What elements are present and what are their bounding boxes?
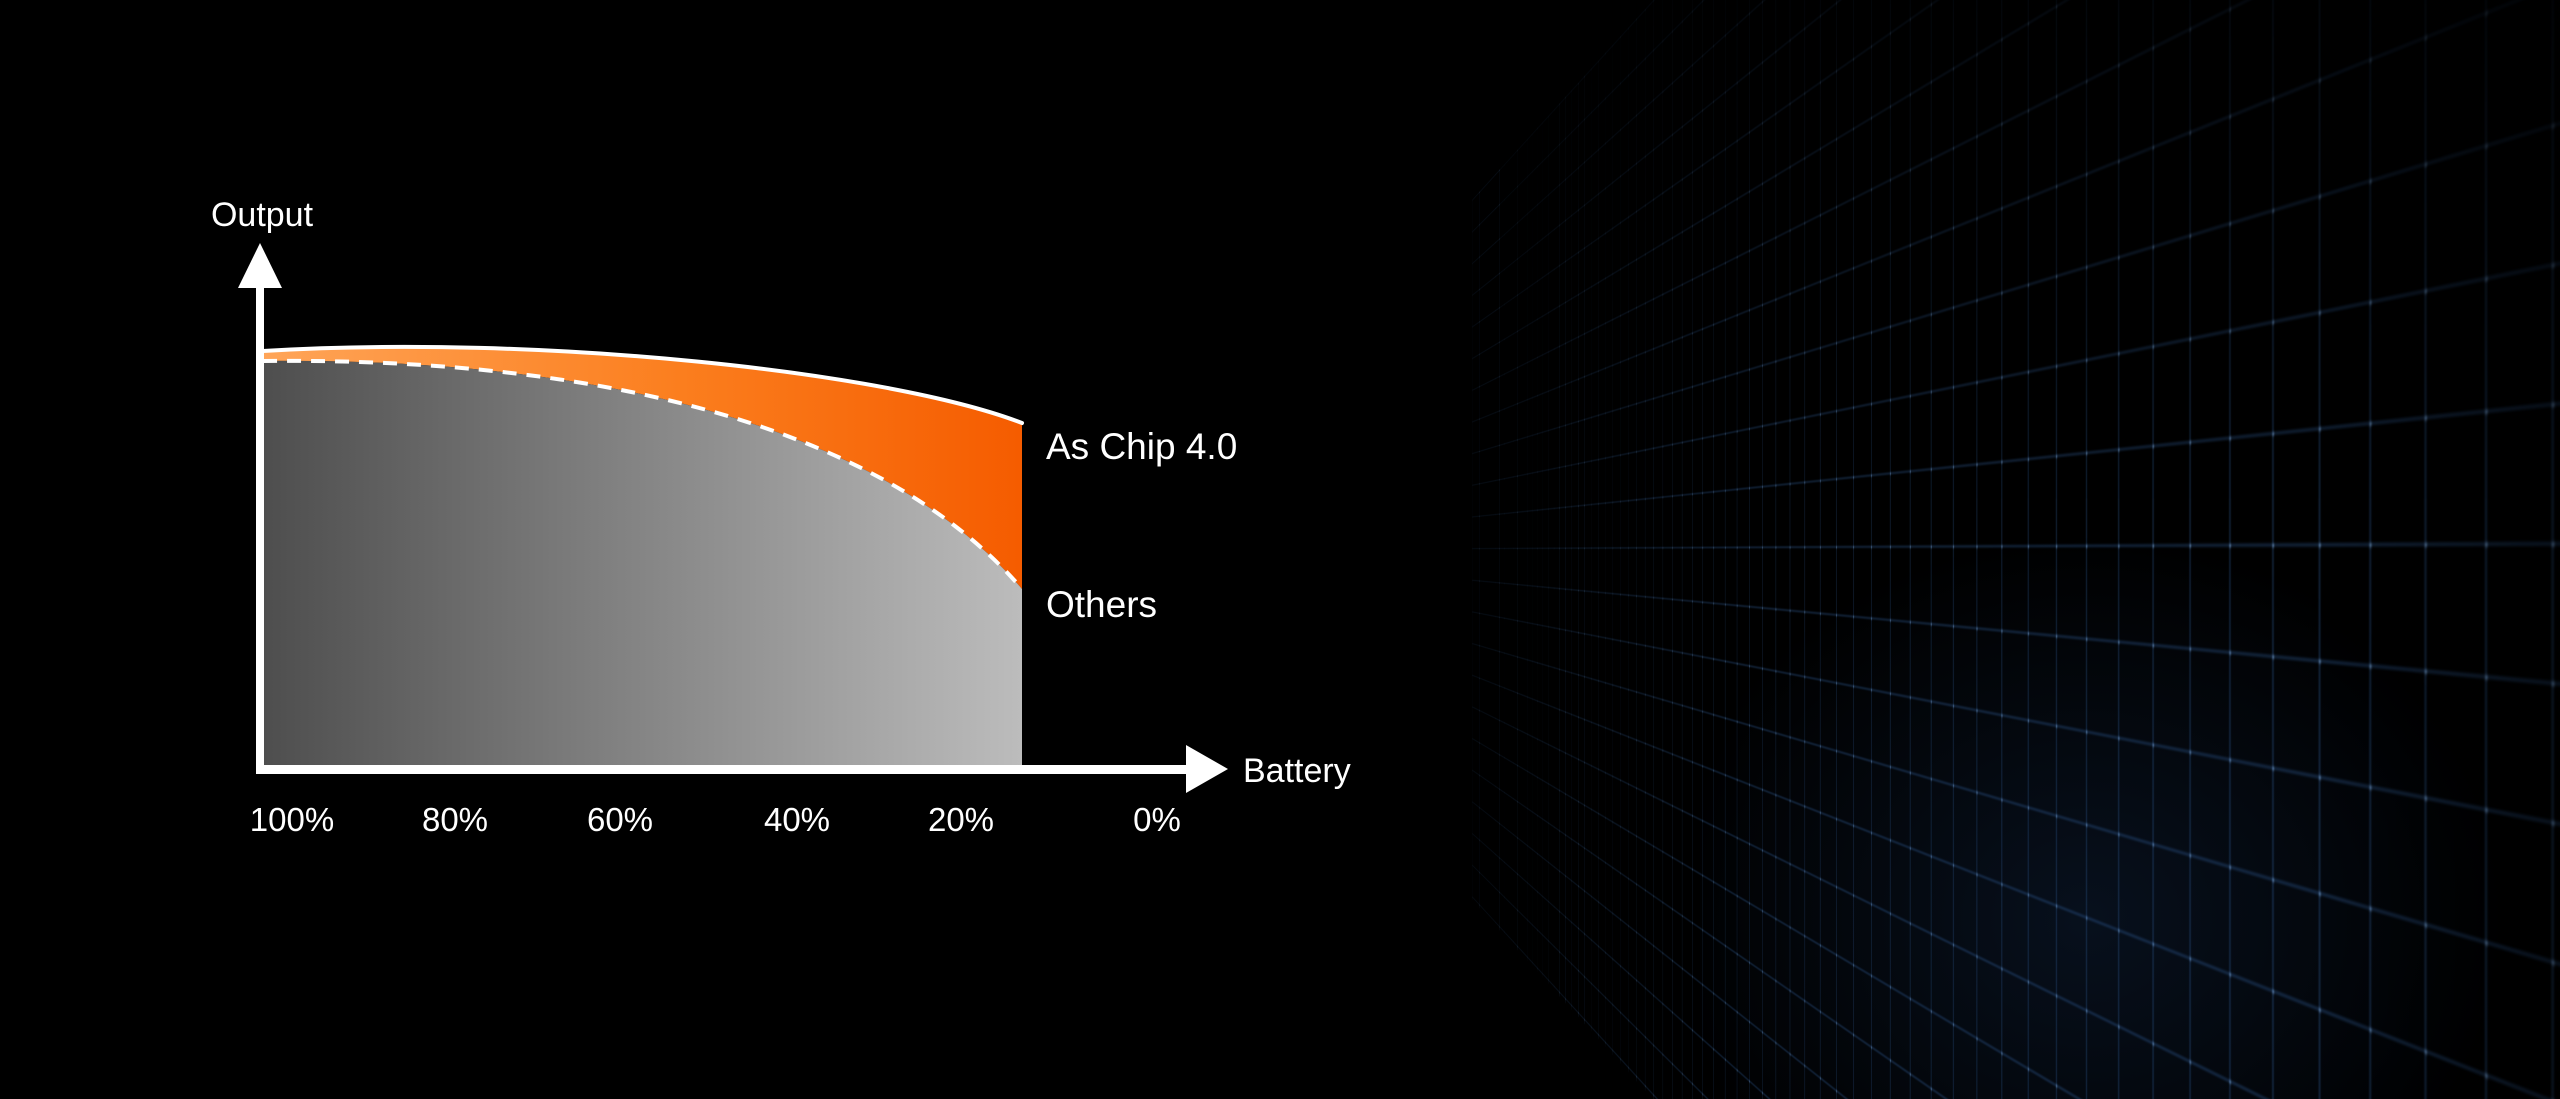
others-area <box>263 360 1022 766</box>
x-axis-arrow-icon <box>1186 745 1228 793</box>
x-tick-label-100: 100% <box>249 801 335 838</box>
x-tick-label-0: 0% <box>1133 801 1181 838</box>
x-tick-label-40: 40% <box>763 801 831 838</box>
x-tick-label-60: 60% <box>586 801 654 838</box>
y-axis-arrow-icon <box>238 243 282 288</box>
as-chip-top-line <box>261 344 1024 425</box>
y-axis-label: Output <box>210 196 314 234</box>
y-axis-line <box>256 282 264 774</box>
x-tick-label-80: 80% <box>421 801 489 838</box>
as-chip-area <box>263 346 1022 589</box>
series-label-others: Others <box>1046 584 1158 625</box>
x-tick-label-20: 20% <box>927 801 995 838</box>
x-axis-line <box>256 765 1188 774</box>
others-dashed-line <box>262 358 1024 591</box>
series-label-as-chip: As Chip 4.0 <box>1046 426 1238 467</box>
x-axis-label: Battery <box>1243 752 1351 790</box>
